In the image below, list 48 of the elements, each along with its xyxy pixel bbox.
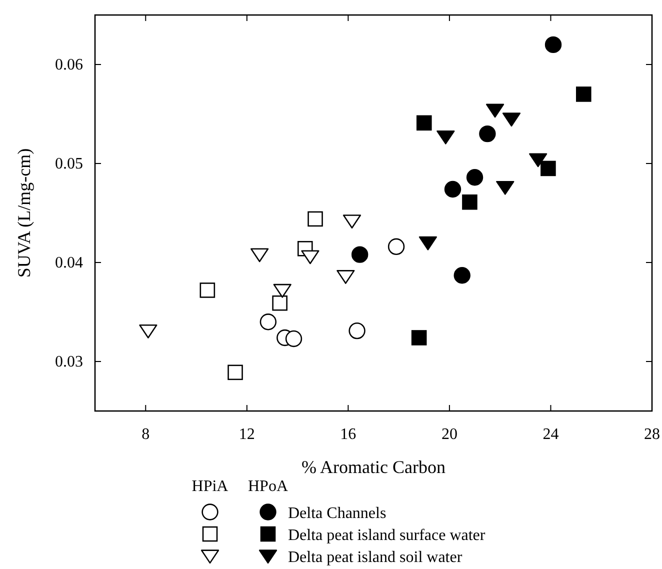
point bbox=[479, 125, 496, 142]
point bbox=[388, 238, 405, 256]
point bbox=[418, 236, 437, 250]
point bbox=[486, 104, 504, 118]
point bbox=[139, 324, 158, 338]
point bbox=[301, 250, 320, 264]
point bbox=[308, 211, 323, 227]
x-tick-label: 8 bbox=[142, 426, 150, 443]
point bbox=[436, 130, 455, 144]
text: HPiA bbox=[192, 478, 229, 495]
point bbox=[502, 112, 521, 127]
y-tick-label: 0.04 bbox=[55, 254, 83, 272]
legend-label: Delta Channels bbox=[288, 505, 386, 522]
point bbox=[444, 180, 462, 198]
point bbox=[544, 36, 562, 54]
x-axis-title: % Aromatic Carbon bbox=[302, 457, 446, 477]
y-axis-title: SUVA (L/mg-cm) bbox=[14, 148, 34, 278]
x-tick-label: 20 bbox=[441, 426, 458, 443]
legend-label: Delta peat island surface water bbox=[288, 527, 486, 544]
x-tick-label: 16 bbox=[340, 426, 356, 443]
point bbox=[540, 160, 556, 176]
point bbox=[462, 194, 478, 210]
point bbox=[272, 295, 288, 311]
x-tick-label: 24 bbox=[542, 426, 559, 443]
point bbox=[348, 322, 366, 340]
y-tick-label: 0.06 bbox=[55, 56, 83, 74]
point bbox=[260, 314, 277, 330]
point bbox=[496, 180, 514, 195]
y-tick-label: 0.03 bbox=[55, 354, 83, 370]
point bbox=[336, 270, 355, 284]
point bbox=[416, 115, 432, 131]
point bbox=[576, 86, 592, 102]
x-tick-label: 12 bbox=[238, 426, 255, 443]
point bbox=[466, 169, 484, 186]
x-tick-label: 28 bbox=[644, 426, 660, 443]
point bbox=[342, 214, 362, 228]
point bbox=[285, 330, 302, 348]
point bbox=[273, 284, 292, 298]
point bbox=[351, 246, 368, 263]
point bbox=[200, 282, 216, 298]
text: HPoA bbox=[248, 478, 288, 495]
point bbox=[529, 153, 548, 168]
point bbox=[250, 248, 269, 262]
point bbox=[228, 364, 243, 380]
y-tick-label: 0.05 bbox=[55, 156, 83, 172]
legend-label: Delta peat island soil water bbox=[288, 549, 463, 566]
point bbox=[454, 267, 470, 284]
point bbox=[411, 330, 427, 346]
